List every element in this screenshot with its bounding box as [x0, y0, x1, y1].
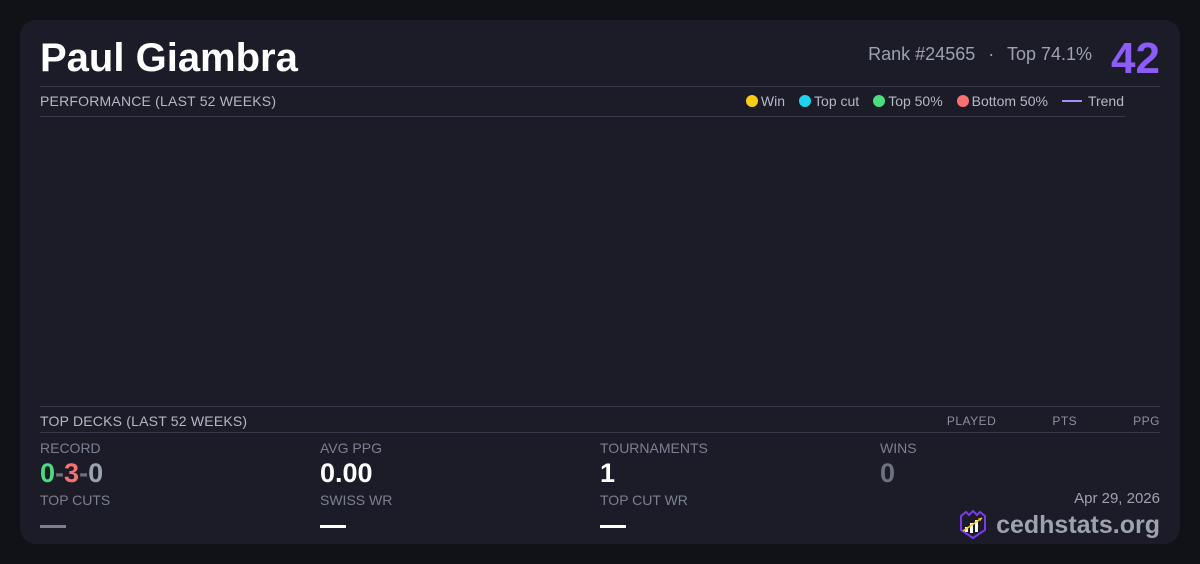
cedhstats-logo-icon — [960, 510, 987, 540]
legend-win: Win — [745, 93, 785, 109]
rank-info: Rank #24565 · Top 74.1% — [868, 44, 1092, 65]
avg-ppg-label: AVG PPG — [320, 440, 382, 456]
col-ppg: PPG — [1133, 414, 1160, 428]
divider — [40, 432, 1160, 433]
wins-label: WINS — [880, 440, 917, 456]
chart-legend: Win Top cut Top 50% Bottom 50% Trend — [745, 93, 1124, 109]
swiss-wr-value — [320, 525, 346, 528]
date: Apr 29, 2026 — [1074, 490, 1160, 507]
tournaments-label: TOURNAMENTS — [600, 440, 708, 456]
avg-ppg-value: 0.00 — [320, 458, 373, 488]
divider — [40, 116, 1125, 117]
top-cut-wr-label: TOP CUT WR — [600, 492, 688, 508]
top-decks-columns: PLAYED PTS PPG — [891, 414, 1160, 428]
brand-name: cedhstats.org — [996, 510, 1160, 539]
record-value: 0-3-0 — [40, 458, 104, 488]
rank: Rank #24565 — [868, 44, 976, 64]
top-percent: Top 74.1% — [1006, 44, 1092, 64]
record-label: RECORD — [40, 440, 101, 456]
legend-top-50: Top 50% — [873, 93, 943, 109]
col-played: PLAYED — [946, 414, 997, 428]
top-cut-wr-value — [600, 525, 626, 528]
top-cuts-value — [40, 525, 66, 528]
separator: · — [988, 44, 995, 64]
performance-chart — [40, 117, 1125, 406]
player-card: Paul Giambra Rank #24565 · Top 74.1% 42 … — [20, 20, 1180, 544]
brand: cedhstats.org — [958, 510, 1160, 540]
legend-top-cut: Top cut — [799, 93, 859, 109]
top-decks-title: TOP DECKS (LAST 52 WEEKS) — [40, 413, 248, 429]
col-pts: PTS — [1052, 414, 1078, 428]
player-score: 42 — [1111, 34, 1160, 83]
swiss-wr-label: SWISS WR — [320, 492, 393, 508]
legend-bottom-50: Bottom 50% — [956, 93, 1048, 109]
performance-title: PERFORMANCE (LAST 52 WEEKS) — [40, 93, 277, 109]
legend-trend: Trend — [1061, 93, 1124, 109]
divider — [40, 406, 1160, 407]
tournaments-value: 1 — [600, 458, 616, 488]
wins-value: 0 — [880, 458, 896, 488]
player-name: Paul Giambra — [40, 36, 298, 80]
top-cuts-label: TOP CUTS — [40, 492, 111, 508]
divider — [40, 86, 1160, 87]
